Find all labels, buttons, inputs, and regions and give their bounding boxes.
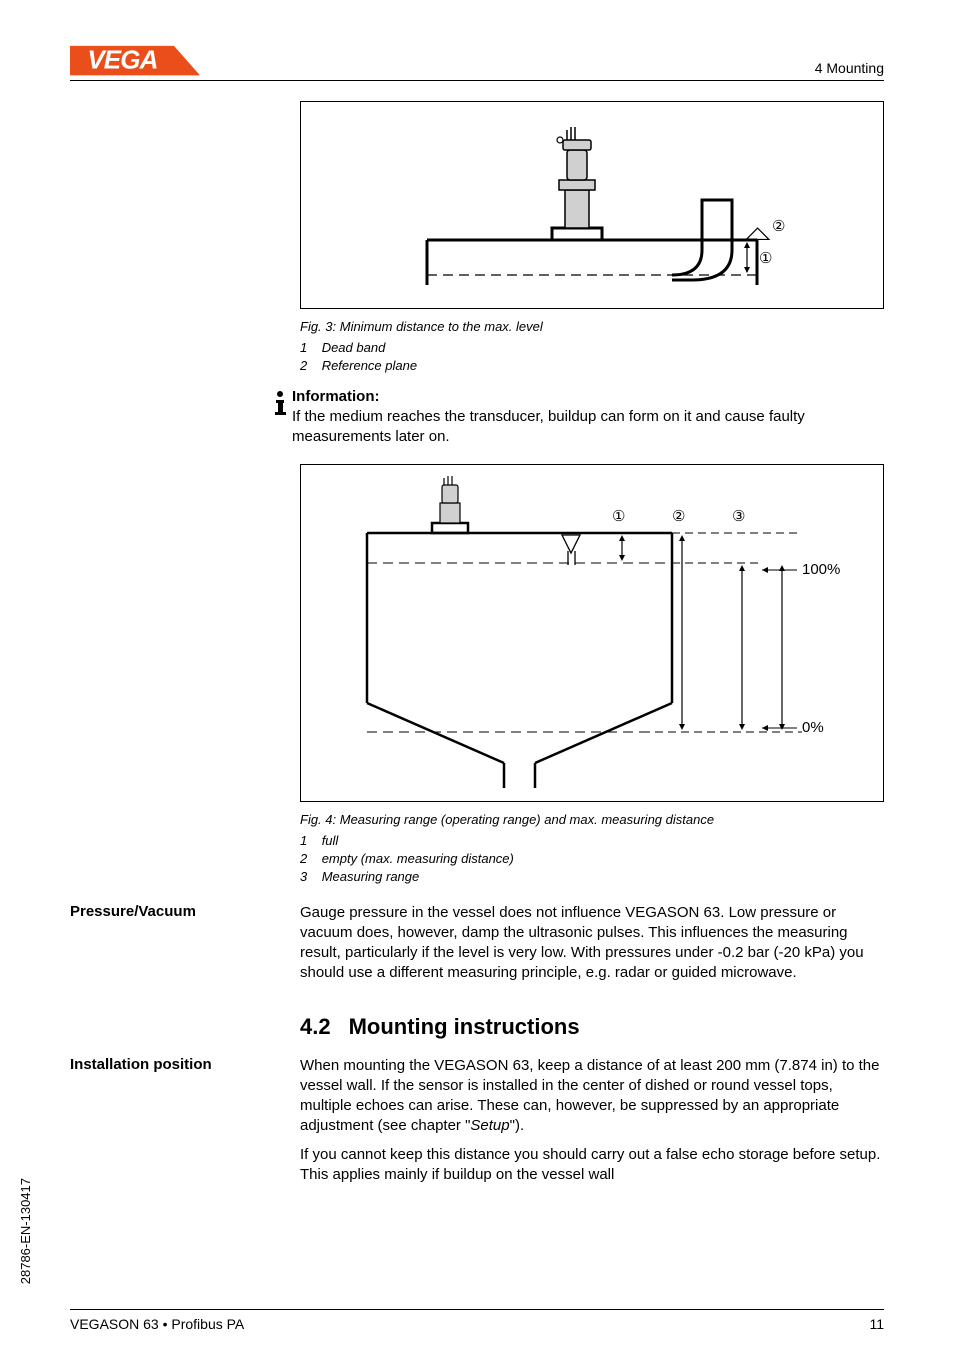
document-id: 28786-EN-130417 (18, 1178, 33, 1284)
installation-position-para1: When mounting the VEGASON 63, keep a dis… (300, 1056, 884, 1137)
fig4-legend-3: 3 Measuring range (300, 869, 884, 884)
fig4-legend-1: 1 full (300, 833, 884, 848)
page-footer: VEGASON 63 • Profibus PA 11 (70, 1309, 884, 1332)
svg-text:②: ② (672, 508, 685, 525)
installation-position-para2: If you cannot keep this distance you sho… (300, 1145, 884, 1186)
installation-position-label: Installation position (70, 1056, 212, 1073)
svg-text:③: ③ (732, 508, 745, 525)
figure-3: ② ① (300, 101, 884, 309)
fig4-caption: Fig. 4: Measuring range (operating range… (300, 812, 884, 827)
pressure-vacuum-text: Gauge pressure in the vessel does not in… (300, 903, 884, 984)
svg-text:②: ② (772, 218, 785, 235)
footer-page-number: 11 (869, 1316, 884, 1332)
svg-text:①: ① (759, 250, 772, 267)
fig4-legend-2: 2 empty (max. measuring distance) (300, 851, 884, 866)
info-title: Information: (292, 388, 884, 405)
svg-text:VEGA: VEGA (87, 44, 157, 74)
page-header: VEGA 4 Mounting (70, 40, 884, 81)
fig3-legend-1: 1 Dead band (300, 340, 884, 355)
figure-4: ① ② ③ (300, 464, 884, 802)
info-body: If the medium reaches the transducer, bu… (292, 407, 884, 448)
fig3-caption: Fig. 3: Minimum distance to the max. lev… (300, 319, 884, 334)
svg-text:0%: 0% (802, 719, 824, 736)
vega-logo: VEGA (70, 40, 200, 76)
fig3-legend-2: 2 Reference plane (300, 358, 884, 373)
section-4-2-heading: 4.2Mounting instructions (300, 1014, 884, 1040)
svg-text:①: ① (612, 508, 625, 525)
info-icon (268, 390, 292, 456)
breadcrumb: 4 Mounting (815, 60, 884, 76)
pressure-vacuum-label: Pressure/Vacuum (70, 903, 196, 920)
footer-left: VEGASON 63 • Profibus PA (70, 1316, 244, 1332)
svg-text:100%: 100% (802, 561, 840, 578)
